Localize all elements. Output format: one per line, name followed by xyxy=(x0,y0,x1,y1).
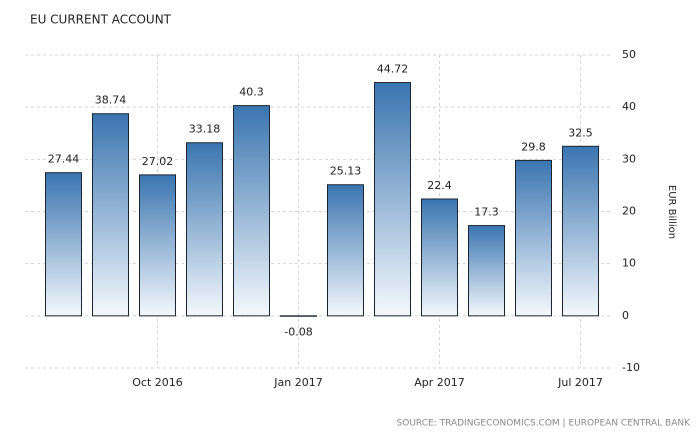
value-label: -0.08 xyxy=(284,325,312,338)
y-tick-label: 20 xyxy=(622,205,636,218)
x-tick-label: Oct 2016 xyxy=(132,376,183,389)
bar xyxy=(233,105,270,317)
value-label: 29.8 xyxy=(521,140,546,153)
y-tick-label: 0 xyxy=(622,309,629,322)
bar xyxy=(468,225,505,317)
value-label: 25.13 xyxy=(330,165,362,178)
bar xyxy=(92,113,129,317)
bar xyxy=(374,82,411,317)
bar xyxy=(562,145,599,317)
bar xyxy=(327,184,364,317)
value-label: 40.3 xyxy=(239,86,264,99)
value-label: 22.4 xyxy=(427,179,452,192)
value-label: 27.02 xyxy=(142,155,174,168)
y-axis-label: EUR Billion xyxy=(666,185,677,239)
x-tick-label: Jul 2017 xyxy=(557,376,603,389)
x-tick-label: Jan 2017 xyxy=(273,376,322,389)
value-label: 44.72 xyxy=(377,63,409,76)
y-tick-label: 10 xyxy=(622,257,636,270)
chart-title: EU CURRENT ACCOUNT xyxy=(30,13,172,27)
y-tick-label: -10 xyxy=(622,361,640,374)
y-tick-label: 30 xyxy=(622,152,636,165)
bar xyxy=(45,172,82,317)
x-tick-label: Apr 2017 xyxy=(414,376,465,389)
y-tick-label: 40 xyxy=(622,100,636,113)
value-label: 33.18 xyxy=(189,123,221,136)
source: SOURCE: TRADINGECONOMICS.COM | EUROPEAN … xyxy=(397,419,692,429)
y-tick-label: 50 xyxy=(622,48,636,61)
value-label: 32.5 xyxy=(568,126,593,139)
value-label: 38.74 xyxy=(95,94,127,107)
bar xyxy=(421,198,458,317)
bar xyxy=(139,174,176,317)
bar xyxy=(186,142,223,317)
value-label: 17.3 xyxy=(474,206,499,219)
value-label: 27.44 xyxy=(48,153,80,166)
bar xyxy=(515,159,552,317)
